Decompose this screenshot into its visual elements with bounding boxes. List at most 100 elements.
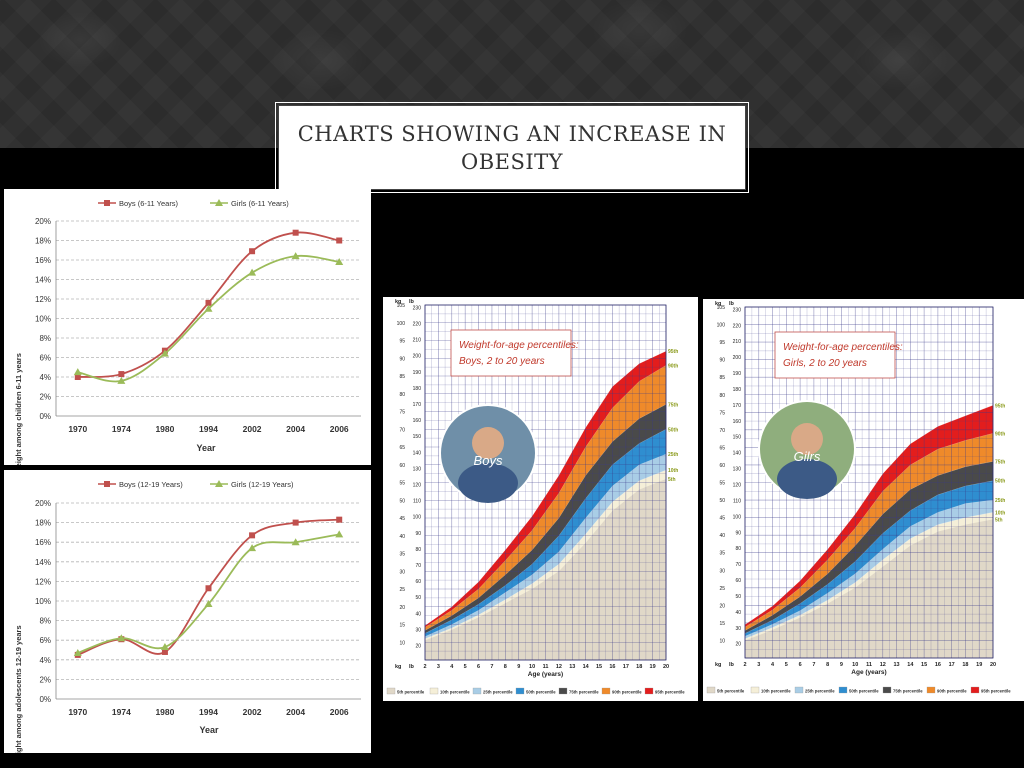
data-point [291, 538, 300, 546]
data-point [74, 374, 81, 380]
legend-swatch [750, 686, 760, 694]
percentile-end-label: 10th [995, 510, 1005, 516]
y-tick-kg: 15 [719, 621, 725, 627]
x-tick-label: 19 [976, 662, 982, 668]
x-tick-label: 1970 [68, 424, 87, 434]
header-background [0, 0, 1024, 148]
x-tick-label: 15 [596, 664, 602, 670]
x-tick-label: 6 [477, 664, 480, 670]
x-axis-title: Year [199, 725, 219, 735]
legend-swatch [601, 687, 611, 695]
y-tick-kg: 35 [719, 551, 725, 557]
y-tick-label: 18% [35, 519, 51, 528]
y-tick-lb: 60 [735, 578, 741, 584]
y-tick-lb: 230 [413, 305, 422, 311]
y-tick-label: 12% [35, 577, 51, 586]
legend-swatch [882, 686, 892, 694]
legend-marker [215, 480, 223, 487]
legend-label: 5th percentile [717, 689, 745, 694]
y-tick-lb: 180 [733, 387, 742, 393]
y-tick-lb: 60 [415, 579, 421, 585]
x-tick-label: 17 [623, 664, 629, 670]
legend-swatch [926, 686, 936, 694]
y-tick-kg: 25 [719, 586, 725, 592]
photo-figure [791, 423, 823, 455]
percentile-end-label: 90th [995, 431, 1005, 437]
slide-title: CHARTS SHOWING AN INCREASE IN OBESITY [297, 121, 727, 174]
y-tick-kg: 30 [399, 569, 405, 575]
x-tick-label: 2002 [243, 424, 262, 434]
photo-label: Boys [474, 453, 503, 468]
y-tick-kg: 75 [399, 410, 405, 416]
y-tick-lb: 70 [735, 562, 741, 568]
x-tick-label: 14 [583, 664, 590, 670]
x-tick-label: 1970 [68, 707, 87, 717]
percentile-end-label: 5th [668, 477, 676, 483]
legend-label: Boys (6-11 Years) [119, 199, 179, 208]
y-tick-label: 20% [35, 499, 51, 508]
y-tick-label: 0% [39, 695, 51, 704]
y-tick-kg: 90 [719, 358, 725, 364]
y-tick-lb: 180 [413, 386, 422, 392]
data-point [249, 532, 256, 539]
x-tick-label: 12 [556, 664, 562, 670]
y-tick-kg: 105 [717, 305, 726, 311]
y-tick-label: 14% [35, 276, 51, 285]
y-tick-label: 6% [39, 354, 51, 363]
y-tick-lb: 190 [733, 371, 742, 377]
y-tick-lb: 130 [733, 467, 742, 473]
unit-lb-label: lb [409, 664, 415, 670]
y-tick-lb: 120 [413, 483, 422, 489]
unit-kg-label: kg [395, 664, 401, 670]
x-tick-label: 1974 [112, 707, 131, 717]
x-tick-label: 16 [935, 662, 941, 668]
y-tick-label: 6% [39, 636, 51, 645]
y-tick-kg: 25 [399, 587, 405, 593]
legend-label: 75th percentile [893, 689, 923, 694]
y-tick-label: 16% [35, 538, 51, 547]
y-tick-lb: 140 [733, 451, 742, 457]
x-tick-label: 1980 [155, 424, 174, 434]
x-tick-label: 15 [921, 662, 927, 668]
x-axis-title: Age (years) [528, 671, 563, 678]
x-tick-label: 2004 [286, 707, 305, 717]
data-point [204, 304, 213, 312]
y-tick-kg: 40 [399, 534, 405, 540]
legend-swatch [970, 686, 980, 694]
y-tick-kg: 30 [719, 568, 725, 574]
x-tick-label: 18 [636, 664, 642, 670]
y-tick-label: 2% [39, 393, 51, 402]
x-tick-label: 11 [866, 662, 872, 668]
y-tick-label: 10% [35, 597, 51, 606]
legend-label: 25th percentile [805, 689, 835, 694]
percentile-end-label: 75th [668, 402, 678, 408]
y-axis-title: % Overweight among adolescents 12-19 yea… [14, 625, 23, 753]
y-tick-lb: 30 [415, 627, 421, 633]
y-tick-lb: 130 [413, 466, 422, 472]
legend-label: Boys (12-19 Years) [119, 480, 183, 489]
legend-label: 95th percentile [655, 690, 685, 695]
x-tick-label: 18 [962, 662, 968, 668]
x-tick-label: 20 [990, 662, 996, 668]
data-point [248, 544, 257, 552]
chart-boys-percentiles-panel: kg lb kg lb 10 15 20 25 30 35 40 45 50 55 60 65 70 75 80 85… [383, 297, 698, 701]
title-box [450, 329, 572, 377]
percentile-end-label: 10th [668, 468, 678, 474]
y-tick-kg: 45 [719, 516, 725, 522]
y-tick-kg: 45 [399, 516, 405, 522]
percentile-end-label: 25th [995, 498, 1005, 504]
title-box [774, 331, 896, 379]
percentile-end-label: 75th [995, 459, 1005, 465]
legend-swatch [386, 687, 396, 695]
data-point [249, 248, 256, 255]
x-tick-label: 5 [464, 664, 467, 670]
data-point [292, 229, 299, 236]
y-tick-label: 20% [35, 217, 51, 226]
y-tick-lb: 120 [733, 482, 742, 488]
x-tick-label: 1974 [112, 424, 131, 434]
y-tick-kg: 15 [399, 623, 405, 629]
y-tick-kg: 70 [719, 428, 725, 434]
y-tick-kg: 10 [399, 640, 405, 646]
legend-label: 50th percentile [849, 689, 879, 694]
data-point [205, 585, 212, 592]
